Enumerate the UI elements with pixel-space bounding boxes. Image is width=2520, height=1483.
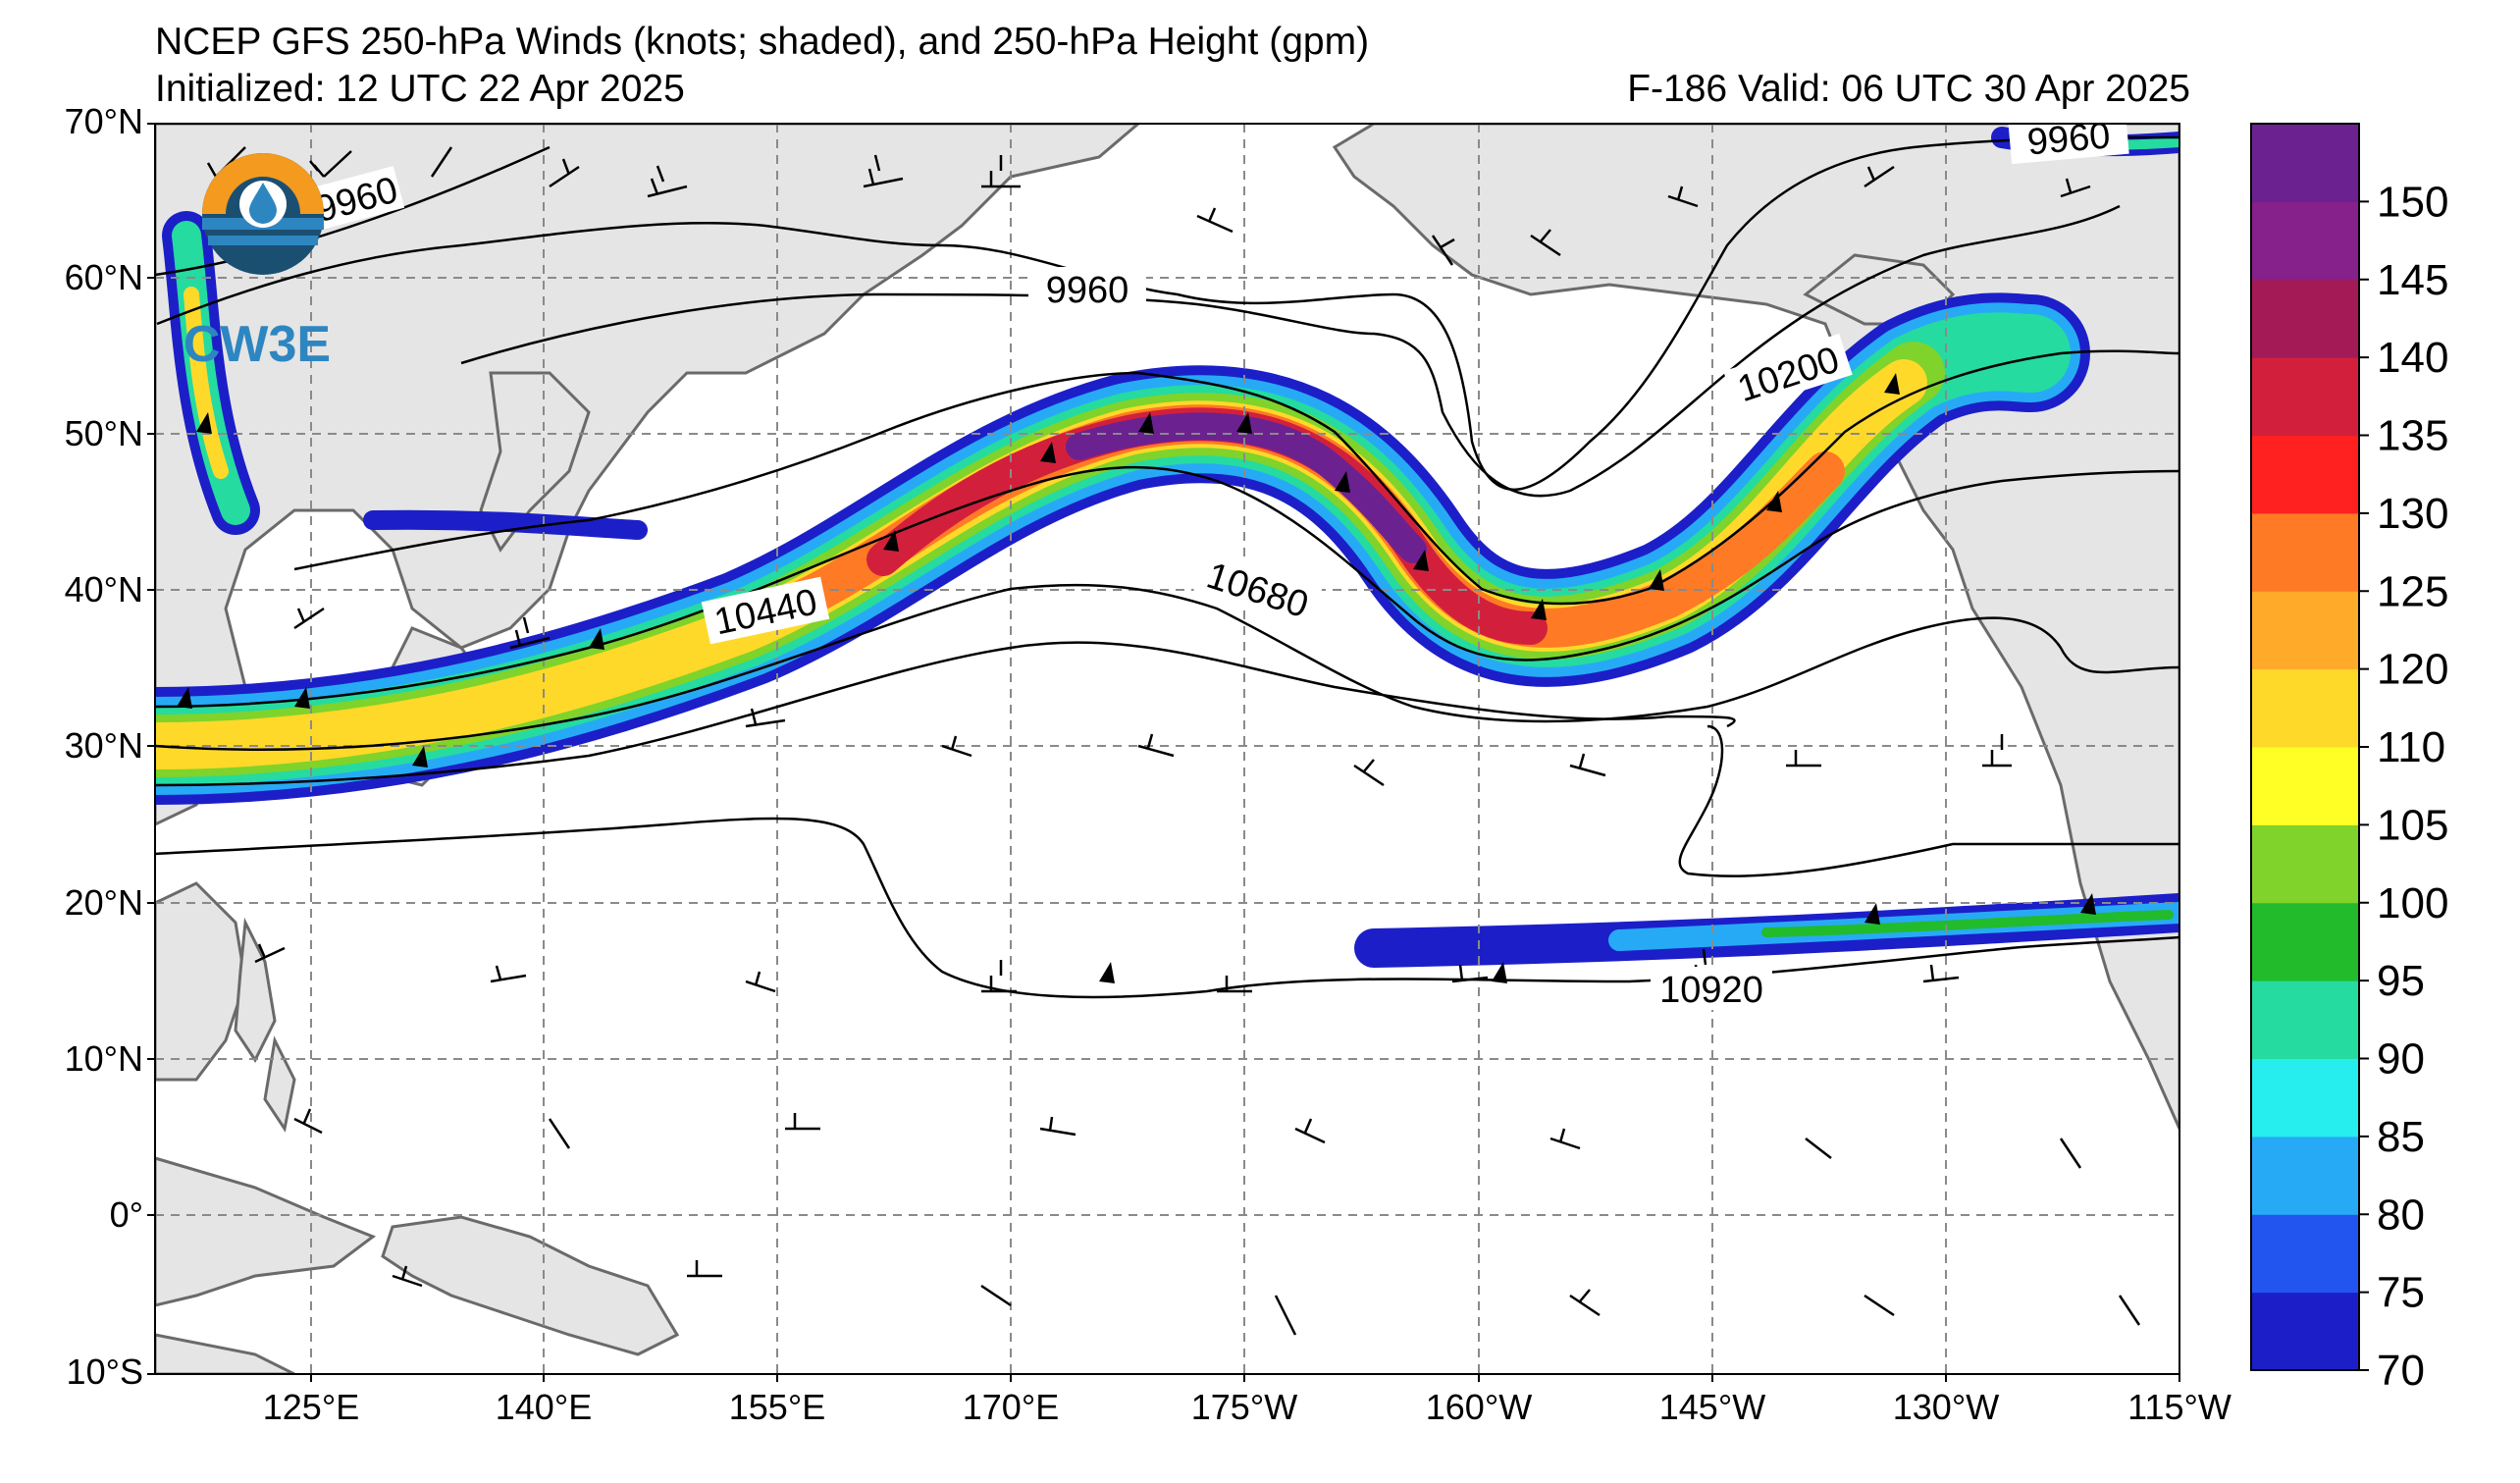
- colorbar-tick-label: 150: [2377, 178, 2448, 226]
- lon-label: 115°W: [2127, 1387, 2231, 1427]
- colorbar-segment: [2251, 902, 2359, 981]
- colorbar-tick-label: 85: [2377, 1113, 2425, 1161]
- colorbar-segment: [2251, 591, 2359, 670]
- colorbar-segment: [2251, 1058, 2359, 1138]
- colorbar-segment: [2251, 357, 2359, 436]
- colorbar-segment: [2251, 124, 2359, 202]
- lon-label: 145°W: [1659, 1387, 1765, 1427]
- colorbar-segment: [2251, 1292, 2359, 1371]
- wind-barbs: [206, 146, 2141, 1336]
- latlon-grid: [155, 124, 2179, 1374]
- colorbar-segment: [2251, 747, 2359, 825]
- lat-label: 30°N: [65, 725, 143, 766]
- colorbar-tick-label: 80: [2377, 1191, 2425, 1239]
- lat-label: 60°N: [65, 257, 143, 297]
- colorbar-tick-label: 130: [2377, 490, 2448, 538]
- colorbar-tick-label: 120: [2377, 646, 2448, 694]
- map-title: NCEP GFS 250-hPa Winds (knots; shaded), …: [155, 21, 1370, 63]
- lon-label: 140°E: [496, 1387, 592, 1427]
- longitude-labels: 125°E 140°E 155°E 170°E 175°W 160°W 145°…: [263, 1387, 2231, 1427]
- lon-label: 130°W: [1893, 1387, 1999, 1427]
- lat-ticks: [147, 123, 155, 1375]
- lat-label: 70°N: [65, 101, 143, 141]
- lat-label: 10°N: [65, 1038, 143, 1079]
- map-frame: [154, 123, 2180, 1375]
- colorbar-tick-label: 125: [2377, 567, 2448, 615]
- lat-label: 50°N: [65, 413, 143, 453]
- map-panel: 9960 9960 9960 10200 10440 10680 10920 C…: [155, 115, 2179, 1374]
- colorbar-segment: [2251, 668, 2359, 748]
- lat-label: 10°S: [67, 1351, 143, 1392]
- water-drop-icon: [249, 183, 277, 224]
- logo-sun-arc: [202, 153, 324, 214]
- colorbar-segment: [2251, 279, 2359, 358]
- lon-label: 155°E: [729, 1387, 825, 1427]
- colorbar-segment: [2251, 201, 2359, 281]
- colorbar-segment: [2251, 824, 2359, 904]
- colorbar-segment: [2251, 512, 2359, 592]
- valid-time: F-186 Valid: 06 UTC 30 Apr 2025: [1627, 68, 2190, 110]
- contour-label-9960-east: 9960: [2025, 115, 2112, 163]
- colorbar-tick-label: 145: [2377, 256, 2448, 304]
- colorbar-tick-label: 70: [2377, 1347, 2425, 1395]
- lat-label: 40°N: [65, 569, 143, 609]
- logo-text: CW3E: [184, 316, 331, 373]
- lon-label: 170°E: [963, 1387, 1059, 1427]
- colorbar-segment: [2251, 980, 2359, 1059]
- colorbar-segment: [2251, 435, 2359, 514]
- lon-label: 175°W: [1191, 1387, 1297, 1427]
- lon-ticks: [310, 1374, 2180, 1382]
- lat-label: 0°: [110, 1194, 143, 1235]
- colorbar-tick-label: 135: [2377, 412, 2448, 460]
- colorbar-segment: [2251, 1136, 2359, 1215]
- contour-label-10920: 10920: [1659, 970, 1763, 1011]
- lon-label: 125°E: [263, 1387, 359, 1427]
- colorbar-labels: 150 145 140 135 130 125 120 110 105 100 95 90 85 80 75…: [2377, 178, 2448, 1395]
- colorbar-tick-label: 75: [2377, 1269, 2425, 1317]
- colorbar-tick-label: 100: [2377, 879, 2448, 927]
- cw3e-logo: CW3E: [184, 153, 331, 373]
- colorbar-tick-label: 140: [2377, 334, 2448, 382]
- lon-label: 160°W: [1426, 1387, 1532, 1427]
- colorbar-segment: [2251, 1214, 2359, 1294]
- init-time: Initialized: 12 UTC 22 Apr 2025: [155, 68, 685, 110]
- colorbar-tick-label: 95: [2377, 957, 2425, 1005]
- latitude-labels: 70°N 60°N 50°N 40°N 30°N 20°N 10°N 0° 10…: [65, 101, 143, 1392]
- colorbar: [2250, 123, 2369, 1371]
- colorbar-tick-label: 110: [2377, 723, 2445, 771]
- colorbar-tick-label: 90: [2377, 1035, 2425, 1084]
- lat-label: 20°N: [65, 882, 143, 923]
- colorbar-tick-label: 105: [2377, 801, 2448, 849]
- contour-label-9960-central: 9960: [1046, 270, 1129, 311]
